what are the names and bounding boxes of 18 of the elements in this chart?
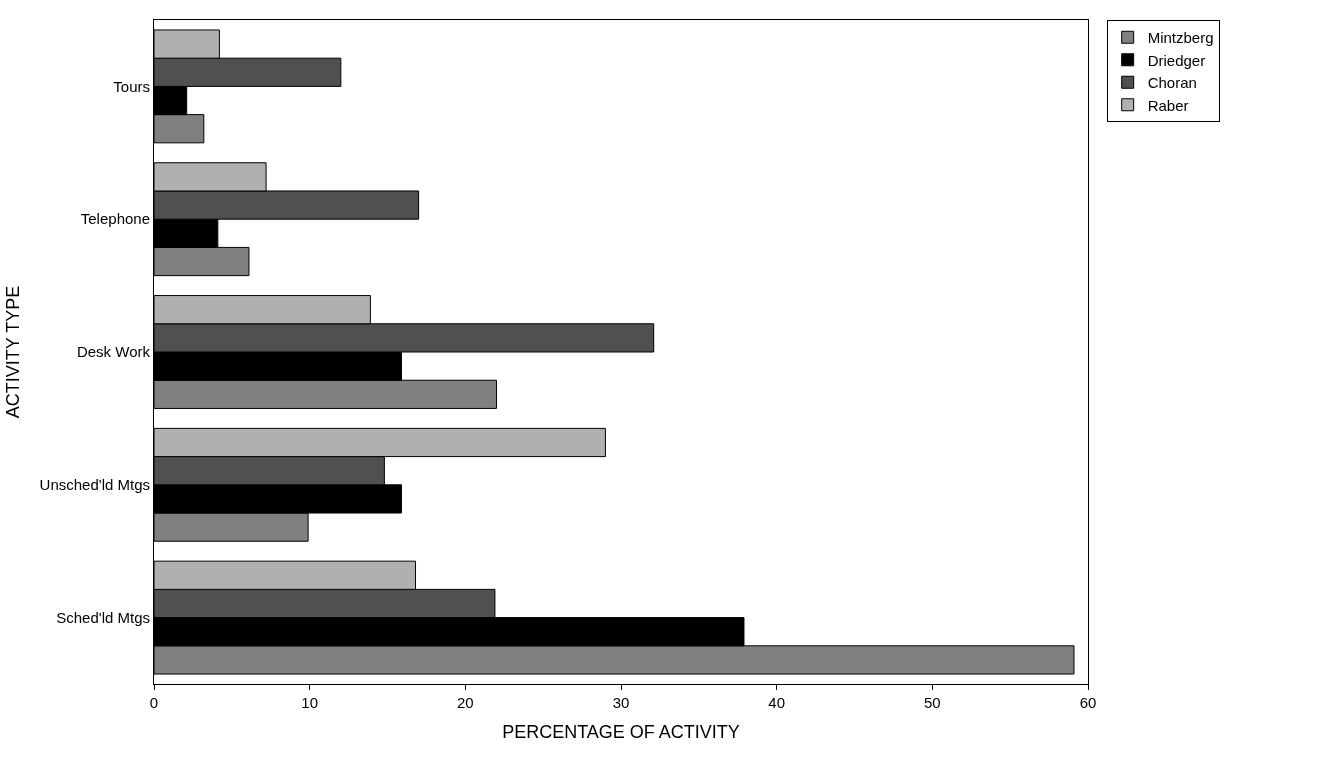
legend-label: Driedger (1147, 51, 1206, 69)
legend-label: Mintzberg (1147, 29, 1214, 47)
x-tick-label: 10 (301, 694, 319, 711)
x-tick-label: 20 (456, 694, 474, 711)
legend-label: Raber (1147, 96, 1189, 114)
y-tick-label: Unsched'ld Mtgs (39, 476, 150, 494)
x-tick-label: 30 (612, 694, 630, 711)
y-axis-title: ACTIVITY TYPE (2, 285, 23, 419)
x-tick-label: 40 (768, 694, 786, 711)
legend-label: Choran (1147, 74, 1197, 92)
x-tick-label: 0 (149, 694, 159, 711)
x-axis-title: PERCENTAGE OF ACTIVITY (502, 722, 740, 743)
y-tick-label: Tours (113, 77, 150, 95)
x-tick-label: 50 (923, 694, 941, 711)
y-tick-label: Desk Work (76, 343, 151, 361)
y-tick-label: Sched'ld Mtgs (56, 608, 150, 626)
y-tick-label: Telephone (80, 210, 150, 228)
x-tick-label: 60 (1079, 694, 1097, 711)
